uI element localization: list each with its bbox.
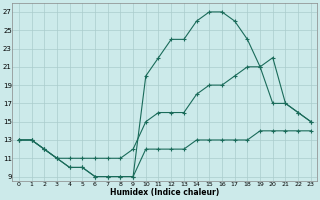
X-axis label: Humidex (Indice chaleur): Humidex (Indice chaleur) <box>110 188 220 197</box>
